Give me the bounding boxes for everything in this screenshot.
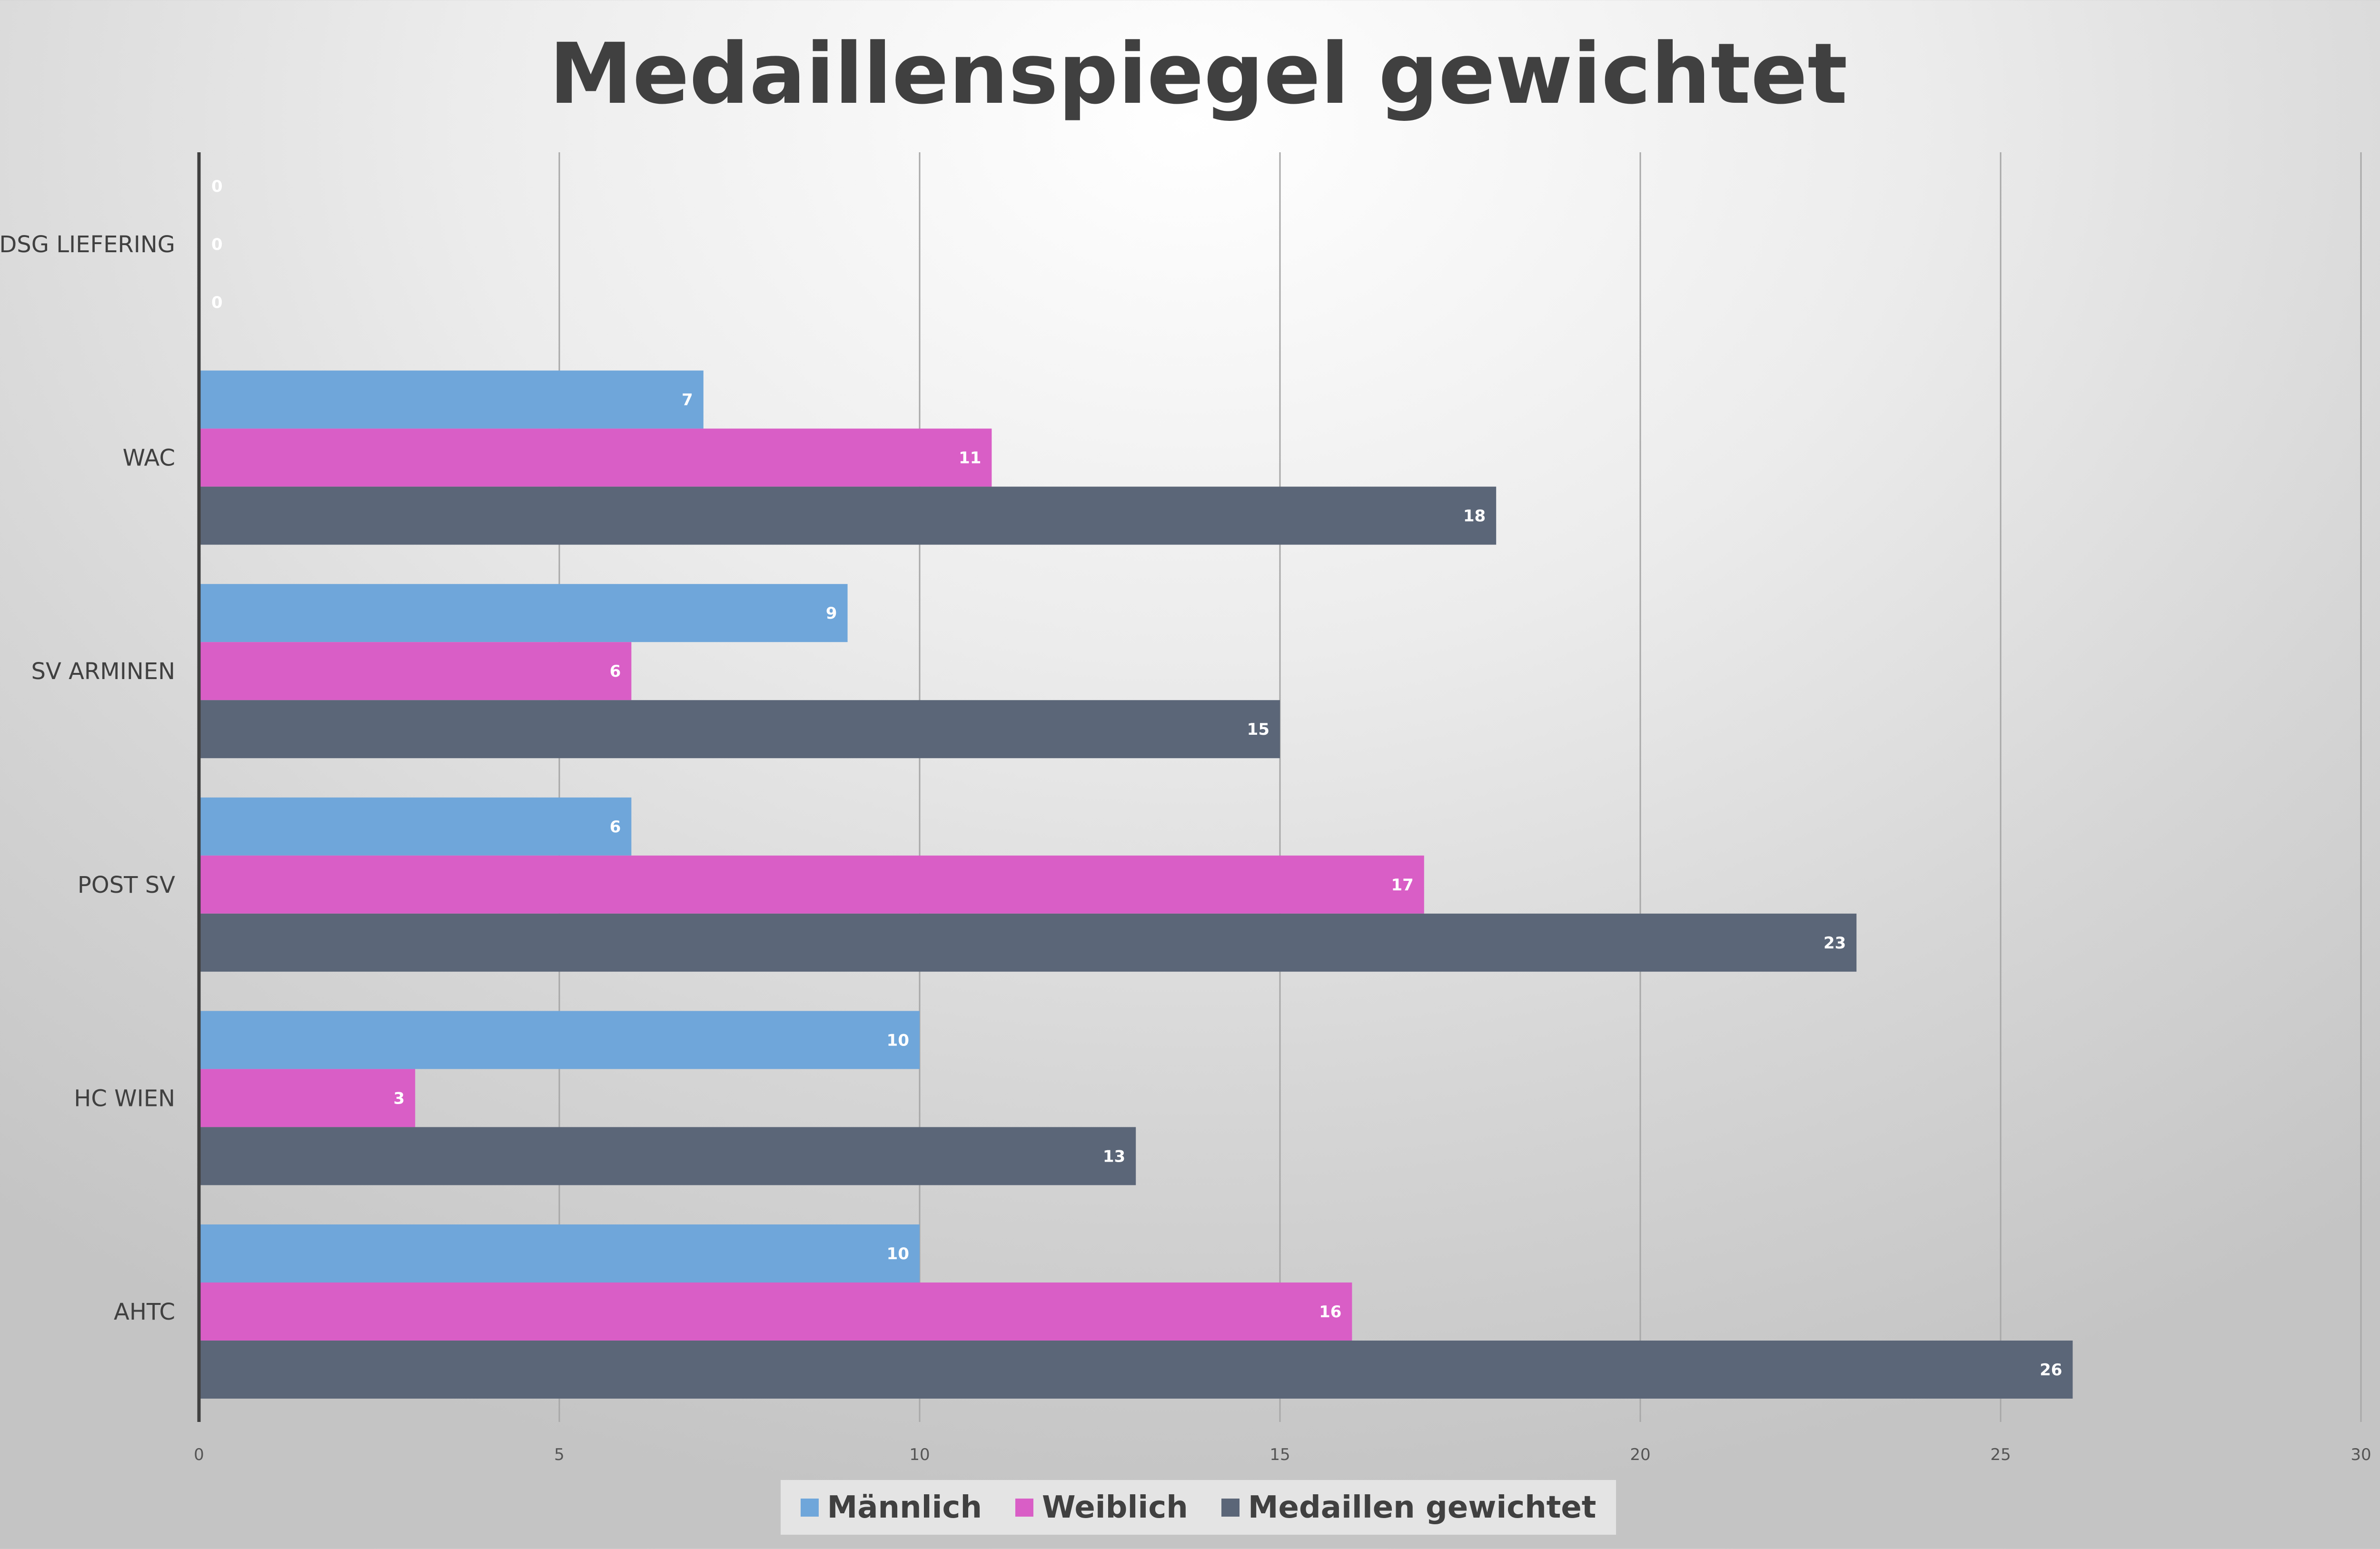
data-label: 0 (211, 235, 223, 254)
bar (199, 1224, 920, 1283)
data-label: 23 (1824, 934, 1846, 953)
data-label: 17 (1391, 876, 1413, 895)
data-label: 0 (211, 177, 223, 196)
data-label: 6 (610, 662, 621, 681)
y-category-label: HC WIEN (74, 1085, 175, 1112)
legend-label: Weiblich (1042, 1490, 1188, 1525)
x-tick-label: 30 (2350, 1445, 2371, 1464)
data-label: 9 (826, 604, 837, 623)
legend-item: Medaillen gewichtet (1221, 1490, 1597, 1525)
data-label: 11 (959, 449, 981, 468)
x-tick-label: 20 (1630, 1445, 1650, 1464)
bar (199, 1069, 416, 1127)
bar (199, 1283, 1352, 1341)
x-tick-label: 15 (1269, 1445, 1290, 1464)
x-tick-label: 10 (909, 1445, 930, 1464)
bar (199, 700, 1280, 759)
data-label: 10 (887, 1244, 909, 1263)
bar (199, 913, 1857, 972)
bar (199, 1341, 2073, 1399)
x-tick-label: 25 (1990, 1445, 2011, 1464)
y-category-label: WAC (123, 445, 175, 472)
legend-label: Medaillen gewichtet (1248, 1490, 1597, 1525)
bar (199, 486, 1497, 545)
legend-swatch (1015, 1498, 1033, 1517)
data-label: 0 (211, 293, 223, 312)
y-category-label: AHTC (114, 1299, 175, 1325)
data-label: 26 (2040, 1361, 2062, 1380)
bar (199, 428, 992, 487)
bar (199, 584, 848, 642)
legend: Männlich Weiblich Medaillen gewichtet (781, 1480, 1616, 1535)
x-tick-label: 5 (554, 1445, 565, 1464)
data-label: 3 (394, 1089, 405, 1108)
chart-title: Medaillenspiegel gewichtet (549, 25, 1848, 123)
data-label: 15 (1247, 720, 1269, 739)
bar (199, 797, 632, 856)
bar (199, 855, 1424, 914)
bar (199, 642, 632, 701)
data-label: 6 (610, 818, 621, 837)
y-category-label: DSG LIEFERING (0, 231, 175, 258)
legend-swatch (800, 1498, 819, 1517)
bar (199, 370, 704, 429)
bar (199, 1127, 1136, 1185)
bar (199, 1011, 920, 1069)
y-category-label: SV ARMINEN (31, 658, 175, 685)
legend-item: Männlich (800, 1490, 982, 1525)
data-label: 16 (1319, 1302, 1341, 1322)
legend-swatch (1221, 1498, 1240, 1517)
data-label: 13 (1103, 1147, 1125, 1166)
data-label: 10 (887, 1031, 909, 1050)
legend-label: Männlich (827, 1490, 982, 1525)
y-category-label: POST SV (78, 872, 175, 898)
x-tick-label: 0 (194, 1445, 204, 1464)
data-label: 7 (682, 391, 693, 410)
legend-item: Weiblich (1015, 1490, 1188, 1525)
data-label: 18 (1463, 507, 1486, 526)
